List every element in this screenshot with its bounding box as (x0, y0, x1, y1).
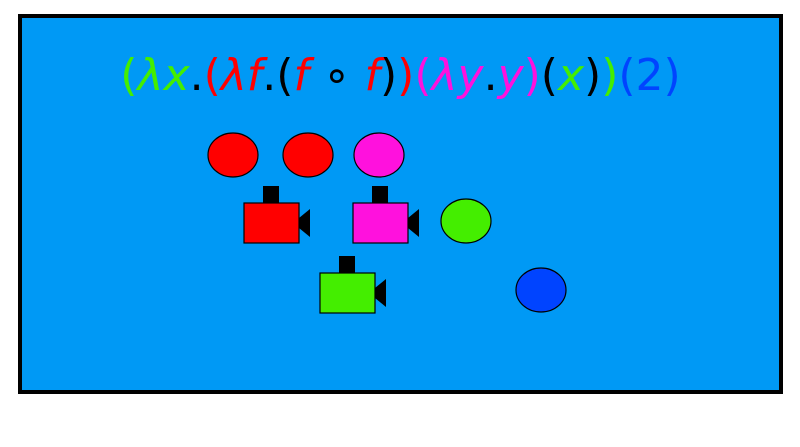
magenta-circle (353, 132, 405, 178)
expr-token: ) (379, 50, 398, 101)
expr-token: λ (431, 50, 458, 101)
expr-token: λ (137, 50, 164, 101)
red-circle-1 (207, 132, 259, 178)
red-circle-2 (282, 132, 334, 178)
expr-token: y (457, 50, 484, 101)
expr-token: . (189, 50, 204, 101)
lambda-expression: (λx.(λf.(f ∘ f))(λy.y)(x))(2) (22, 50, 779, 102)
expr-token: λ (220, 50, 247, 101)
expr-token: x (163, 50, 190, 101)
expr-token: ) (523, 50, 541, 101)
expr-token: f (293, 50, 309, 101)
expr-token: ( (276, 50, 294, 101)
expr-token: x (557, 50, 585, 101)
expr-token: ) (397, 50, 415, 101)
expr-token: 2 (635, 50, 664, 101)
green-camera-icon (319, 256, 386, 314)
blue-circle (515, 267, 567, 313)
expr-token: f (246, 50, 263, 101)
expr-token: . (483, 50, 498, 101)
expr-token: ∘ (308, 50, 365, 101)
expr-token: ) (601, 50, 619, 101)
expr-token: ( (540, 50, 558, 101)
expr-token: f (364, 50, 380, 101)
green-circle (440, 198, 492, 244)
expr-token: ( (203, 50, 221, 101)
expr-token: . (262, 50, 277, 101)
red-camera-icon (243, 186, 310, 244)
expr-token: ) (584, 50, 602, 101)
magenta-camera-icon (352, 186, 419, 244)
expr-token: ( (120, 50, 138, 101)
expr-token: ) (663, 50, 681, 101)
diagram-canvas: (λx.(λf.(f ∘ f))(λy.y)(x))(2) (18, 14, 783, 394)
expr-token: y (497, 50, 524, 101)
expr-token: ( (618, 50, 636, 101)
expr-token: ( (414, 50, 432, 101)
